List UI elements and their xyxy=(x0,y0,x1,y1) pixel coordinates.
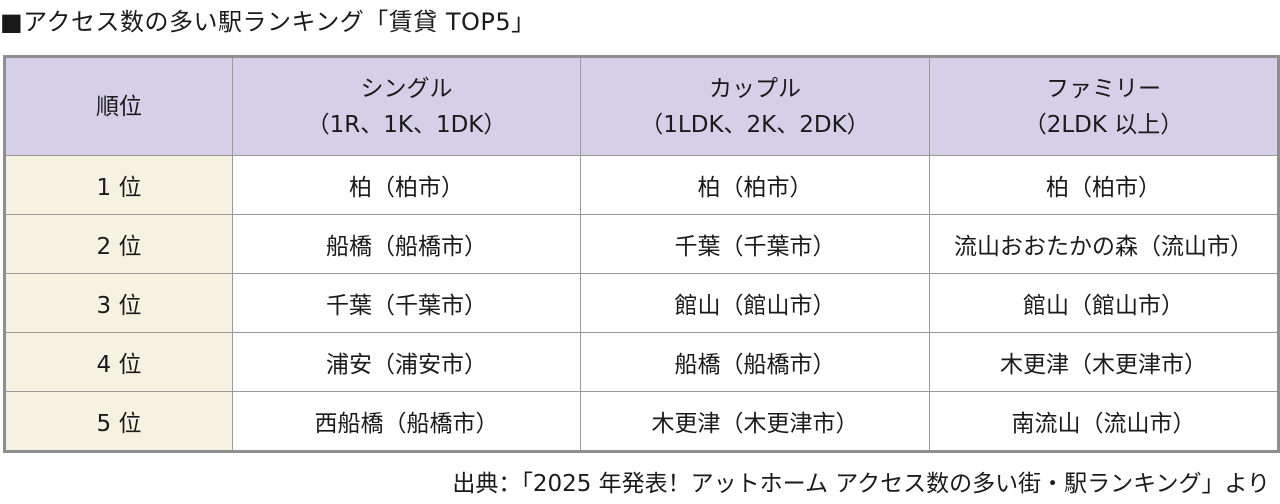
page-title: ■アクセス数の多い駅ランキング「賃貸 TOP5」 xyxy=(0,8,536,36)
family-station-cell: 流山おおたかの森（流山市） xyxy=(929,214,1279,274)
header-rank-label: 順位 xyxy=(96,93,142,120)
couple-station-cell: 千葉（千葉市） xyxy=(580,214,930,274)
header-family-sub: （2LDK 以上） xyxy=(1023,111,1184,138)
header-family-label: ファミリー xyxy=(1046,75,1161,102)
header-single-sub: （1R、1K、1DK） xyxy=(306,111,507,138)
table-row: 5 位 西船橋（船橋市） 木更津（木更津市） 南流山（流山市） xyxy=(4,391,1279,452)
rank-cell: 3 位 xyxy=(4,273,233,333)
header-family: ファミリー （2LDK 以上） xyxy=(929,56,1279,156)
couple-station-cell: 柏（柏市） xyxy=(580,155,930,215)
table-row: 3 位 千葉（千葉市） 館山（館山市） 館山（館山市） xyxy=(4,273,1279,333)
ranking-table: 順位 シングル （1R、1K、1DK） カップル （1LDK、2K、2DK） フ… xyxy=(3,55,1280,453)
table-row: 1 位 柏（柏市） 柏（柏市） 柏（柏市） xyxy=(4,155,1279,215)
header-single: シングル （1R、1K、1DK） xyxy=(232,56,581,156)
rank-cell: 2 位 xyxy=(4,214,233,274)
header-row: 順位 シングル （1R、1K、1DK） カップル （1LDK、2K、2DK） フ… xyxy=(4,56,1279,156)
header-rank: 順位 xyxy=(4,56,233,156)
single-station-cell: 西船橋（船橋市） xyxy=(232,391,581,452)
table-row: 4 位 浦安（浦安市） 船橋（船橋市） 木更津（木更津市） xyxy=(4,332,1279,392)
rank-cell: 5 位 xyxy=(4,391,233,452)
header-couple: カップル （1LDK、2K、2DK） xyxy=(580,56,930,156)
header-couple-label: カップル xyxy=(709,75,801,102)
family-station-cell: 柏（柏市） xyxy=(929,155,1279,215)
header-single-label: シングル xyxy=(360,75,453,102)
couple-station-cell: 館山（館山市） xyxy=(580,273,930,333)
single-station-cell: 千葉（千葉市） xyxy=(232,273,581,333)
family-station-cell: 木更津（木更津市） xyxy=(929,332,1279,392)
family-station-cell: 南流山（流山市） xyxy=(929,391,1279,452)
couple-station-cell: 船橋（船橋市） xyxy=(580,332,930,392)
family-station-cell: 館山（館山市） xyxy=(929,273,1279,333)
single-station-cell: 浦安（浦安市） xyxy=(232,332,581,392)
rank-cell: 1 位 xyxy=(4,155,233,215)
couple-station-cell: 木更津（木更津市） xyxy=(580,391,930,452)
rank-cell: 4 位 xyxy=(4,332,233,392)
single-station-cell: 柏（柏市） xyxy=(232,155,581,215)
header-couple-sub: （1LDK、2K、2DK） xyxy=(640,111,870,138)
table-row: 2 位 船橋（船橋市） 千葉（千葉市） 流山おおたかの森（流山市） xyxy=(4,214,1279,274)
source-note: 出典：「2025 年発表！アットホーム アクセス数の多い街・駅ランキング」より xyxy=(452,471,1270,497)
single-station-cell: 船橋（船橋市） xyxy=(232,214,581,274)
